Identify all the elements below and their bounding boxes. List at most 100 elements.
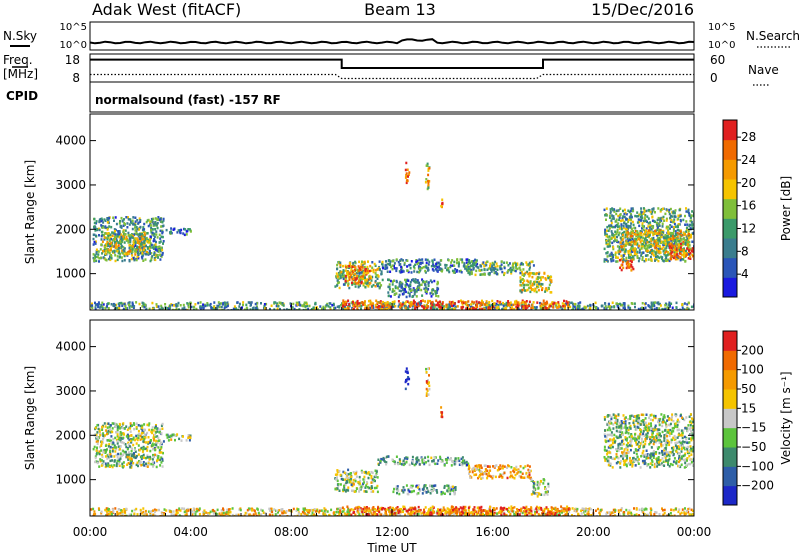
- power-cell: [470, 270, 473, 274]
- power-cell: [605, 258, 608, 261]
- power-cell: [336, 263, 339, 267]
- power-cell: [121, 249, 124, 252]
- power-cell: [572, 302, 574, 306]
- power-cell: [206, 304, 209, 307]
- power-cell: [548, 308, 551, 310]
- power-cell: [378, 307, 380, 310]
- power-cell: [351, 277, 354, 281]
- power-cell: [154, 258, 157, 262]
- power-cell: [128, 259, 131, 263]
- power-cell: [675, 249, 678, 253]
- power-cell: [343, 304, 346, 308]
- power-cell: [118, 250, 121, 253]
- power-cell: [157, 256, 159, 259]
- power-cell: [690, 233, 693, 237]
- velocity-cell: [132, 453, 135, 457]
- power-cell: [159, 229, 162, 233]
- power-cell: [665, 237, 668, 240]
- power-cell: [668, 208, 671, 212]
- velocity-cell: [368, 486, 371, 490]
- power-cell: [118, 235, 121, 239]
- power-cell: [108, 250, 111, 253]
- power-cell: [677, 246, 680, 249]
- power-cell: [647, 249, 650, 253]
- power-cell: [382, 304, 385, 307]
- power-cell: [641, 242, 644, 246]
- power-cell: [685, 230, 688, 233]
- velocity-cell: [160, 441, 163, 444]
- power-cell: [652, 207, 655, 210]
- velocity-cell: [355, 470, 358, 474]
- power-cell: [627, 306, 630, 309]
- power-cell: [344, 279, 347, 283]
- power-cell: [391, 288, 394, 291]
- power-cell: [109, 236, 112, 239]
- power-cell: [633, 302, 636, 305]
- power-cell: [178, 229, 181, 232]
- power-cell: [418, 271, 420, 274]
- velocity-cell: [393, 460, 396, 464]
- power-cell: [622, 209, 624, 213]
- power-cell: [150, 220, 153, 223]
- power-cell: [400, 270, 403, 274]
- power-colorbar-segment: [723, 139, 737, 160]
- power-cell: [427, 186, 430, 189]
- power-cell: [436, 303, 439, 307]
- power-cell: [352, 277, 355, 280]
- power-cell: [684, 260, 687, 263]
- power-cell: [342, 304, 344, 308]
- power-cell: [361, 276, 364, 280]
- power-cell: [444, 266, 447, 269]
- power-cell: [355, 277, 358, 280]
- power-cell: [134, 226, 136, 229]
- power-cell: [403, 287, 406, 291]
- power-cell: [633, 252, 636, 255]
- power-cell: [398, 303, 401, 306]
- power-cell: [427, 281, 430, 284]
- power-cell: [594, 301, 597, 305]
- power-cell: [523, 273, 526, 276]
- power-cell: [204, 304, 207, 308]
- power-cell: [143, 228, 146, 231]
- power-cell: [177, 301, 180, 305]
- power-cell: [103, 249, 106, 253]
- power-cell: [461, 258, 464, 261]
- power-cell: [391, 264, 394, 267]
- power-cell: [449, 302, 452, 306]
- power-cell: [629, 218, 632, 221]
- velocity-cell: [413, 463, 416, 467]
- power-cell: [110, 225, 113, 229]
- power-cell: [534, 306, 537, 310]
- power-cell: [399, 259, 402, 262]
- power-cell: [107, 221, 110, 225]
- power-cell: [242, 303, 244, 307]
- power-cell: [448, 305, 451, 309]
- power-cell: [690, 236, 693, 239]
- power-cell: [672, 229, 675, 233]
- power-cell: [182, 303, 185, 307]
- power-cell: [654, 211, 656, 214]
- power-cell: [176, 304, 179, 307]
- velocity-cell: [354, 490, 357, 493]
- power-cell: [650, 239, 653, 243]
- power-cell: [687, 211, 690, 215]
- power-cell: [416, 302, 419, 305]
- velocity-cell: [370, 490, 373, 493]
- power-cell: [129, 244, 132, 248]
- power-cell: [603, 258, 606, 261]
- power-cell: [404, 176, 407, 179]
- power-cell: [624, 211, 627, 215]
- power-cell: [641, 216, 644, 220]
- power-cell: [640, 236, 643, 239]
- power-cell: [128, 223, 131, 226]
- power-cell: [554, 304, 557, 307]
- power-cell: [411, 295, 414, 298]
- power-cell: [651, 251, 654, 254]
- power-cell: [609, 258, 612, 261]
- power-cell: [498, 300, 501, 304]
- power-cell: [641, 306, 644, 310]
- power-cell: [263, 306, 265, 310]
- power-cell: [106, 238, 109, 241]
- power-cell: [445, 305, 448, 309]
- power-cell: [337, 274, 340, 278]
